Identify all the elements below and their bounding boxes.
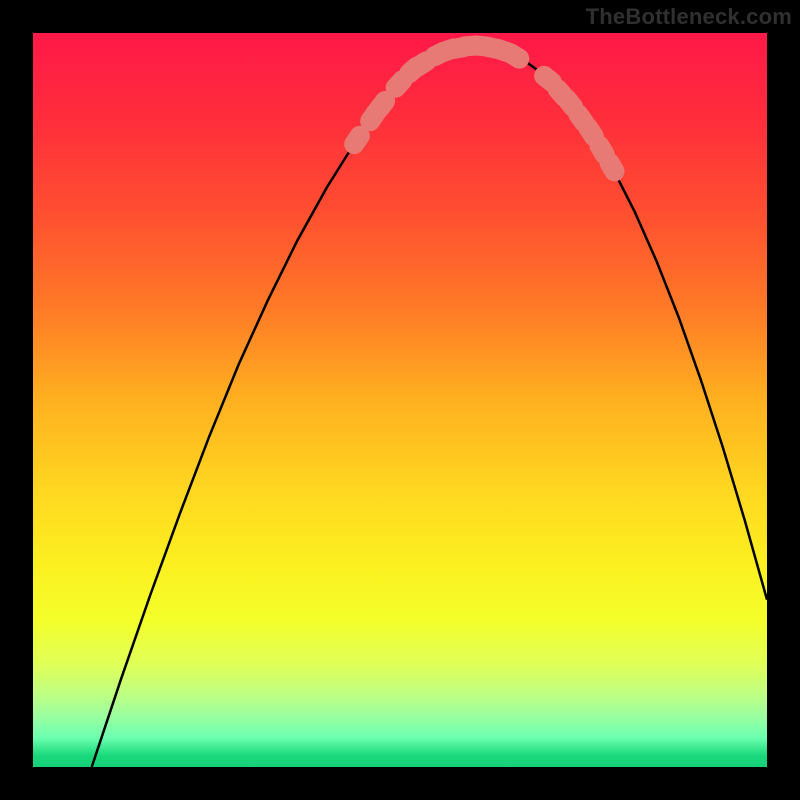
chart-outer-frame: TheBottleneck.com <box>0 0 800 800</box>
watermark-text: TheBottleneck.com <box>586 4 792 30</box>
bottleneck-curve <box>33 33 767 767</box>
plot-area <box>33 33 767 767</box>
